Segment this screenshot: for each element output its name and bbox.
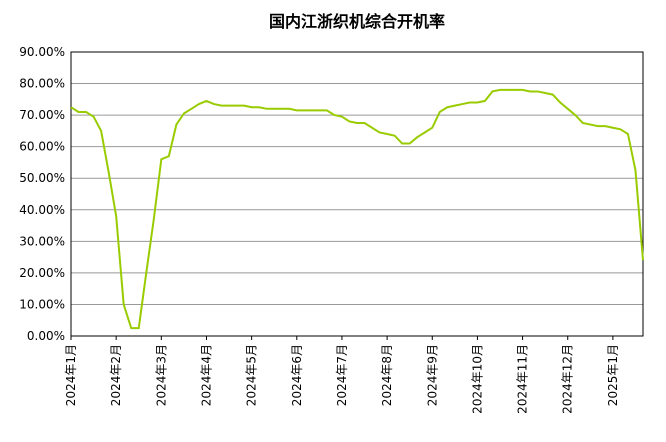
x-tick-label: 2024年5月 xyxy=(245,344,259,406)
x-tick-label: 2024年8月 xyxy=(380,344,394,406)
data-line xyxy=(70,88,644,330)
x-tick-label: 2025年1月 xyxy=(606,344,620,406)
x-tick-label: 2024年9月 xyxy=(425,344,439,406)
x-tick-label: 2024年4月 xyxy=(199,344,213,406)
x-tick-label: 2024年3月 xyxy=(154,344,168,406)
chart-title: 国内江浙织机综合开机率 xyxy=(269,12,445,31)
x-tick-label: 2024年12月 xyxy=(561,344,575,414)
y-tick-label: 30.00% xyxy=(19,234,65,248)
y-tick-label: 90.00% xyxy=(19,45,65,59)
y-tick-label: 20.00% xyxy=(19,266,65,280)
y-tick-label: 80.00% xyxy=(19,77,65,91)
x-tick-label: 2024年10月 xyxy=(470,344,484,414)
y-tick-label: 60.00% xyxy=(19,140,65,154)
x-tick-label: 2024年7月 xyxy=(335,344,349,406)
x-tick-label: 2024年1月 xyxy=(64,344,78,406)
y-tick-label: 0.00% xyxy=(27,329,65,343)
x-tick-label: 2024年11月 xyxy=(516,344,530,414)
y-tick-label: 70.00% xyxy=(19,108,65,122)
x-tick-label: 2024年2月 xyxy=(109,344,123,406)
x-tick-label: 2024年6月 xyxy=(290,344,304,406)
y-tick-label: 10.00% xyxy=(19,297,65,311)
plot-frame xyxy=(70,51,644,337)
y-tick-label: 40.00% xyxy=(19,203,65,217)
y-tick-label: 50.00% xyxy=(19,171,65,185)
